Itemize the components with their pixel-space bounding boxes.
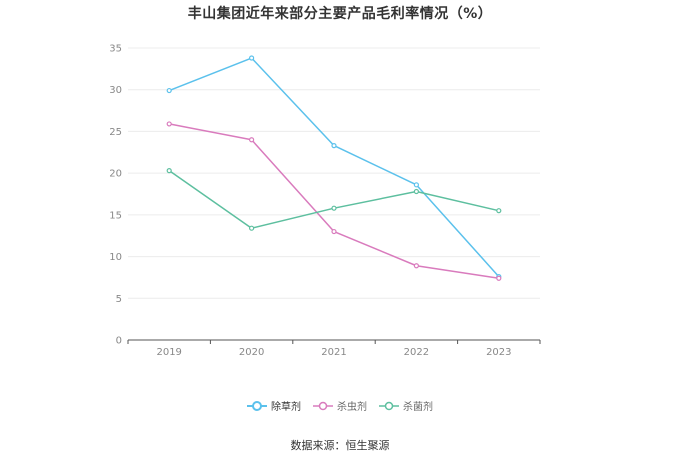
x-tick-label: 2022 — [404, 347, 429, 358]
legend-label: 除草剂 — [271, 402, 301, 413]
data-point — [496, 275, 502, 281]
series-line — [168, 170, 499, 229]
legend-swatch-marker — [384, 401, 394, 410]
legend-label: 杀菌剂 — [403, 402, 433, 413]
data-point — [249, 225, 255, 231]
legend-swatch-marker — [318, 401, 328, 410]
chart-title: 丰山集团近年来部分主要产品毛利率情况（%） — [187, 6, 493, 22]
x-tick-label: 2021 — [321, 347, 346, 358]
data-point — [166, 87, 172, 94]
data-point — [413, 188, 419, 195]
series-line — [168, 57, 500, 278]
y-tick-label: 0 — [116, 336, 122, 347]
data-point — [331, 228, 337, 235]
data-point — [249, 55, 255, 61]
data-point — [413, 182, 419, 188]
x-tick-label: 2020 — [239, 347, 264, 358]
data-point — [166, 168, 172, 174]
legend-item[interactable]: 杀菌剂 — [379, 398, 433, 413]
y-tick-label: 25 — [109, 127, 122, 138]
y-tick-label: 15 — [109, 210, 122, 221]
y-tick-label: 20 — [109, 169, 122, 180]
legend-swatch-icon — [379, 401, 399, 410]
x-tick-label: 2023 — [486, 347, 511, 358]
data-point — [166, 121, 172, 127]
data-source-note: 数据来源：恒生聚源 — [290, 439, 390, 452]
legend-label: 杀虫剂 — [337, 402, 367, 413]
y-tick-label: 35 — [109, 44, 122, 55]
legend-item[interactable]: 除草剂 — [247, 398, 301, 413]
x-tick-label: 2019 — [156, 347, 181, 358]
legend-swatch-icon — [313, 401, 333, 410]
chart-legend: 除草剂 杀虫剂 杀菌剂 — [0, 398, 680, 413]
data-point — [249, 137, 255, 143]
y-tick-label: 30 — [109, 85, 122, 96]
legend-swatch-icon — [247, 400, 267, 411]
legend-item[interactable]: 杀虫剂 — [313, 398, 367, 413]
legend-swatch-marker — [252, 400, 262, 411]
data-point — [331, 205, 337, 211]
y-tick-label: 5 — [116, 294, 122, 305]
y-tick-label: 10 — [109, 252, 122, 263]
data-point — [413, 263, 419, 269]
data-point — [496, 208, 502, 214]
data-point — [331, 143, 337, 149]
